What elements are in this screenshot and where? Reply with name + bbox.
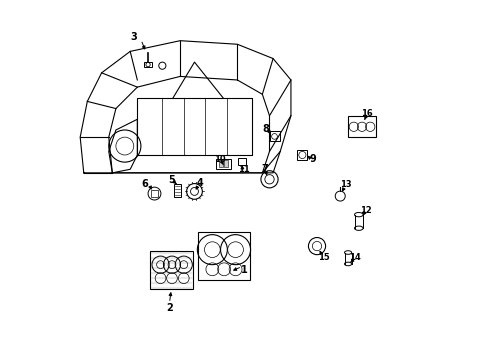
Text: 12: 12 xyxy=(359,206,371,215)
Bar xyxy=(174,184,181,197)
Text: 5: 5 xyxy=(168,175,175,185)
Bar xyxy=(219,160,223,167)
Text: 13: 13 xyxy=(340,180,351,189)
Bar xyxy=(144,62,151,67)
Text: 9: 9 xyxy=(309,154,316,164)
Bar xyxy=(224,160,227,167)
Bar xyxy=(151,190,157,197)
Text: 6: 6 xyxy=(142,179,148,189)
Text: 1: 1 xyxy=(241,265,247,275)
Text: 2: 2 xyxy=(166,303,172,313)
Bar xyxy=(149,251,192,289)
Text: 8: 8 xyxy=(263,124,269,134)
Bar xyxy=(297,150,307,160)
Text: 15: 15 xyxy=(317,253,328,262)
Bar xyxy=(347,116,375,137)
Text: 10: 10 xyxy=(214,155,225,164)
Text: 14: 14 xyxy=(348,253,360,262)
Bar xyxy=(198,232,249,280)
Text: 4: 4 xyxy=(196,178,203,188)
Bar xyxy=(269,131,279,141)
Text: 16: 16 xyxy=(361,109,372,118)
Bar xyxy=(238,158,246,165)
Text: 3: 3 xyxy=(130,32,137,42)
Bar xyxy=(216,158,230,168)
Text: 11: 11 xyxy=(238,166,249,175)
Text: 7: 7 xyxy=(261,164,267,174)
